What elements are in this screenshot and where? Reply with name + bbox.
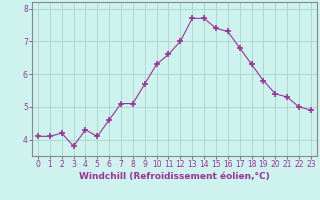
X-axis label: Windchill (Refroidissement éolien,°C): Windchill (Refroidissement éolien,°C): [79, 172, 270, 181]
